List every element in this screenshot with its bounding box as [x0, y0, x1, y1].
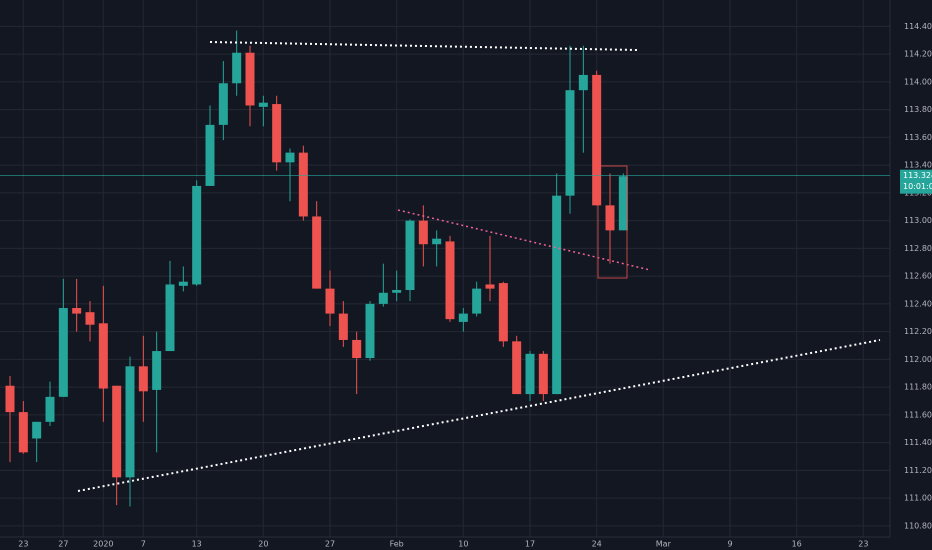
candle-body — [218, 83, 228, 125]
candle-body — [592, 74, 602, 206]
candle-body — [472, 288, 482, 314]
y-tick-label: 112.400 — [904, 299, 932, 308]
candle-body — [392, 290, 402, 293]
candle-body — [538, 353, 548, 395]
last-price-box — [900, 169, 932, 194]
candle-body — [205, 124, 215, 186]
x-tick-label: 23 — [858, 540, 868, 549]
x-tick-label: 17 — [525, 540, 535, 549]
highlight-box — [597, 165, 628, 279]
candle-body — [32, 421, 42, 439]
x-tick-label: 9 — [727, 540, 732, 549]
y-tick-label: 112.600 — [904, 272, 932, 281]
pink-trendline — [397, 209, 651, 271]
x-tick-label: 27 — [325, 540, 335, 549]
candle-body — [138, 366, 148, 392]
candle-body — [245, 52, 255, 106]
candle-body — [272, 104, 282, 163]
y-tick-label: 114.400 — [904, 22, 932, 31]
support-trendline — [77, 339, 881, 492]
candle-body — [45, 396, 55, 422]
candle-body — [352, 339, 362, 358]
y-tick-label: 113.600 — [904, 133, 932, 142]
candle-body — [5, 385, 15, 413]
y-tick-label: 112.000 — [904, 355, 932, 364]
countdown-label: 10:01:01 — [903, 182, 932, 191]
candle-body — [178, 281, 188, 286]
candle-body — [338, 313, 348, 340]
y-tick-label: 113.800 — [904, 105, 932, 114]
resistance-trendline — [209, 41, 639, 51]
candle-body — [85, 312, 95, 325]
y-tick-label: 110.800 — [904, 521, 932, 530]
candle-body — [98, 323, 108, 389]
y-tick-label: 112.800 — [904, 244, 932, 253]
candle-body — [125, 366, 135, 478]
candle-body — [58, 308, 68, 397]
x-tick-label: 20 — [258, 540, 268, 549]
last-price-label: 113.324 — [903, 171, 932, 180]
candle-body — [112, 385, 122, 478]
candle-body — [458, 313, 468, 322]
candle-body — [285, 152, 295, 163]
candle-body — [498, 283, 508, 342]
grid — [0, 0, 890, 537]
candle-body — [525, 353, 535, 395]
candle-body — [565, 90, 575, 196]
candle-body — [378, 292, 388, 304]
candle-body — [578, 74, 588, 91]
candle-body — [552, 195, 562, 395]
x-tick-label: 13 — [192, 540, 202, 549]
candle-body — [312, 216, 322, 289]
x-tick-label: 16 — [792, 540, 802, 549]
candle-body — [72, 308, 82, 314]
candle-body — [325, 288, 335, 314]
candle-body — [18, 412, 28, 453]
candle-body — [432, 238, 442, 245]
y-tick-label: 111.800 — [904, 383, 932, 392]
drawings — [77, 41, 881, 492]
y-tick-label: 114.200 — [904, 50, 932, 59]
y-tick-label: 111.400 — [904, 438, 932, 447]
candle-body — [365, 303, 375, 358]
x-tick-label: 10 — [458, 540, 468, 549]
y-tick-label: 114.000 — [904, 77, 932, 86]
candle-body — [258, 102, 268, 107]
x-tick-label: Feb — [390, 540, 404, 549]
candle-body — [418, 220, 428, 245]
y-tick-label: 111.600 — [904, 410, 932, 419]
axes: 110.800 111.000 111.200 111.400 111.600 111.8… — [0, 22, 932, 549]
candle-body — [165, 284, 175, 352]
y-tick-label: 112.200 — [904, 327, 932, 336]
x-tick-label: 24 — [592, 540, 602, 549]
candle-body — [618, 176, 628, 231]
candle-body — [445, 241, 455, 320]
candle-body — [405, 220, 415, 291]
x-tick-label: 27 — [58, 540, 68, 549]
candle-body — [605, 205, 615, 231]
candle-body — [232, 52, 242, 84]
y-tick-label: 111.000 — [904, 494, 932, 503]
x-tick-label: Mar — [656, 540, 672, 549]
candle-body — [298, 152, 308, 217]
candle-body — [485, 284, 495, 289]
x-tick-label: 2020 — [93, 540, 113, 549]
candle-body — [192, 185, 202, 285]
x-tick-label: 23 — [18, 540, 28, 549]
candle-body — [152, 351, 162, 390]
candles — [5, 30, 628, 507]
candle-body — [512, 341, 522, 395]
y-tick-label: 113.400 — [904, 161, 932, 170]
y-tick-label: 113.000 — [904, 216, 932, 225]
x-tick-label: 7 — [141, 540, 146, 549]
y-tick-label: 111.200 — [904, 466, 932, 475]
